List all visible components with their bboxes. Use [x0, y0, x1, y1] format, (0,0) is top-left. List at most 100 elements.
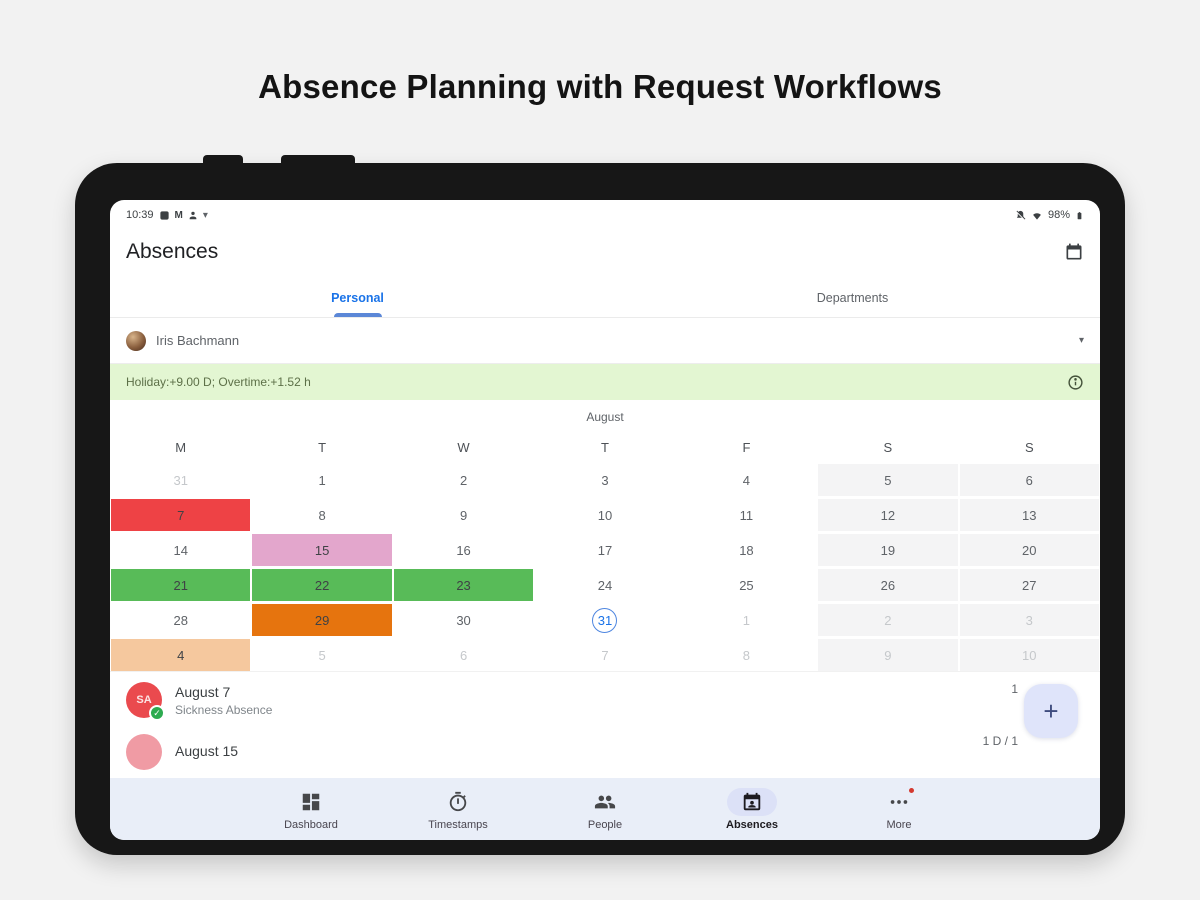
tab-personal[interactable]: Personal [110, 278, 605, 317]
calendar-day[interactable]: 31 [534, 604, 675, 636]
calendar-day[interactable]: 16 [393, 534, 534, 566]
calendar-day[interactable]: 21 [110, 569, 251, 601]
day-number: 3 [601, 472, 609, 488]
calendar-day[interactable]: 3 [534, 464, 675, 496]
calendar-day[interactable]: 10 [959, 639, 1100, 671]
nav-item-people[interactable]: People [532, 788, 679, 831]
tablet-button-bump [281, 155, 355, 164]
battery-percent: 98% [1047, 209, 1070, 221]
day-number: 22 [314, 577, 330, 593]
calendar-day[interactable]: 1 [676, 604, 817, 636]
calendar-day[interactable]: 26 [817, 569, 958, 601]
calendar-day[interactable]: 23 [393, 569, 534, 601]
calendar-day[interactable]: 13 [959, 499, 1100, 531]
day-number: 2 [459, 472, 468, 488]
absence-row[interactable]: SA ✓ August 7 Sickness Absence 1 [110, 672, 1100, 724]
calendar-day[interactable]: 9 [393, 499, 534, 531]
calendar-day[interactable]: 8 [676, 639, 817, 671]
calendar-day[interactable]: 25 [676, 569, 817, 601]
calendar-day[interactable]: 5 [251, 639, 392, 671]
calendar-day[interactable]: 3 [959, 604, 1100, 636]
day-number: 18 [739, 542, 754, 558]
status-left: 10:39 M ▾ [126, 209, 208, 221]
calendar-outline-icon [1066, 243, 1082, 260]
calendar-day[interactable]: 1 [251, 464, 392, 496]
nav-label: People [587, 818, 623, 831]
avatar [126, 330, 146, 351]
calendar-day[interactable]: 20 [959, 534, 1100, 566]
month-label: August [586, 410, 624, 424]
day-number: 13 [1022, 507, 1037, 523]
day-number: 9 [884, 647, 892, 663]
calendar-day[interactable]: 31 [110, 464, 251, 496]
day-number: 8 [318, 507, 326, 523]
add-absence-button[interactable]: + [1024, 684, 1078, 738]
calendar-day[interactable]: 2 [393, 464, 534, 496]
calendar-picker-button[interactable] [1064, 242, 1084, 262]
nav-item-timestamps[interactable]: Timestamps [385, 788, 532, 831]
calendar-day[interactable]: 15 [251, 534, 392, 566]
calendar-icon [727, 787, 777, 816]
day-number: 6 [459, 647, 468, 663]
day-number: 30 [456, 612, 471, 628]
calendar-day[interactable]: 24 [534, 569, 675, 601]
calendar-day[interactable]: 12 [817, 499, 958, 531]
calendar-day[interactable]: 10 [534, 499, 675, 531]
weekday-label: S [1024, 439, 1034, 455]
screen-title: Absences [126, 240, 219, 263]
day-number: 27 [1022, 577, 1037, 593]
more-icon [874, 787, 924, 816]
calendar-day[interactable]: 8 [251, 499, 392, 531]
calendar-day[interactable]: 4 [676, 464, 817, 496]
calendar-day[interactable]: 9 [817, 639, 958, 671]
day-number: 4 [177, 647, 185, 663]
battery-icon [1077, 211, 1082, 219]
day-number: 6 [1025, 472, 1033, 488]
day-number: 14 [173, 542, 188, 558]
weekday-label: T [601, 439, 609, 455]
calendar-day[interactable]: 6 [959, 464, 1100, 496]
calendar-day[interactable]: 7 [534, 639, 675, 671]
gmail-notification-icon: M [174, 209, 183, 221]
calendar-day[interactable]: 22 [251, 569, 392, 601]
approved-check-icon: ✓ [149, 705, 165, 721]
day-number: 12 [880, 507, 896, 523]
page-title: Absence Planning with Request Workflows [258, 68, 942, 105]
people-icon [580, 788, 630, 816]
calendar-day[interactable]: 18 [676, 534, 817, 566]
tab-departments[interactable]: Departments [816, 290, 889, 305]
info-icon[interactable] [1067, 374, 1084, 391]
user-selector[interactable]: Iris Bachmann ▾ [110, 318, 1100, 364]
calendar-day[interactable]: 2 [817, 604, 958, 636]
calendar-day[interactable]: 30 [393, 604, 534, 636]
nav-item-dashboard[interactable]: Dashboard [238, 788, 385, 831]
calendar-day[interactable]: 29 [251, 604, 392, 636]
calendar-day[interactable]: 7 [110, 499, 251, 531]
day-number: 19 [880, 542, 896, 558]
calendar-day[interactable]: 11 [676, 499, 817, 531]
absence-duration: 1 [1011, 682, 1018, 696]
day-number: 7 [601, 647, 609, 663]
calendar-day[interactable]: 27 [959, 569, 1100, 601]
calendar-day[interactable]: 28 [110, 604, 251, 636]
calendar-day[interactable]: 4 [110, 639, 251, 671]
absence-row[interactable]: August 15 1 D / 1 [110, 724, 1100, 776]
absence-type: Sickness Absence [175, 702, 273, 717]
app-bar: Absences [110, 226, 1100, 278]
user-name: Iris Bachmann [156, 333, 240, 348]
day-number: 5 [318, 647, 326, 663]
calendar-day[interactable]: 17 [534, 534, 675, 566]
nav-item-more[interactable]: More [826, 787, 973, 831]
calendar-day[interactable]: 5 [817, 464, 958, 496]
nav-label: More [886, 818, 912, 831]
calendar-day[interactable]: 6 [393, 639, 534, 671]
status-bar: 10:39 M ▾ 98% [110, 200, 1100, 226]
day-number: 8 [742, 647, 751, 663]
nav-item-absences[interactable]: Absences [679, 787, 826, 831]
calendar-day[interactable]: 14 [110, 534, 251, 566]
day-number: 29 [314, 612, 330, 628]
calendar-day[interactable]: 19 [817, 534, 958, 566]
calendar-grid: 31 1 2 3 4 5 6 7 8 9 10 11 12 13 14 15 16 17 18 19 20 21 22 23 2… [110, 464, 1100, 671]
tab-bar: Personal Departments [110, 278, 1100, 318]
